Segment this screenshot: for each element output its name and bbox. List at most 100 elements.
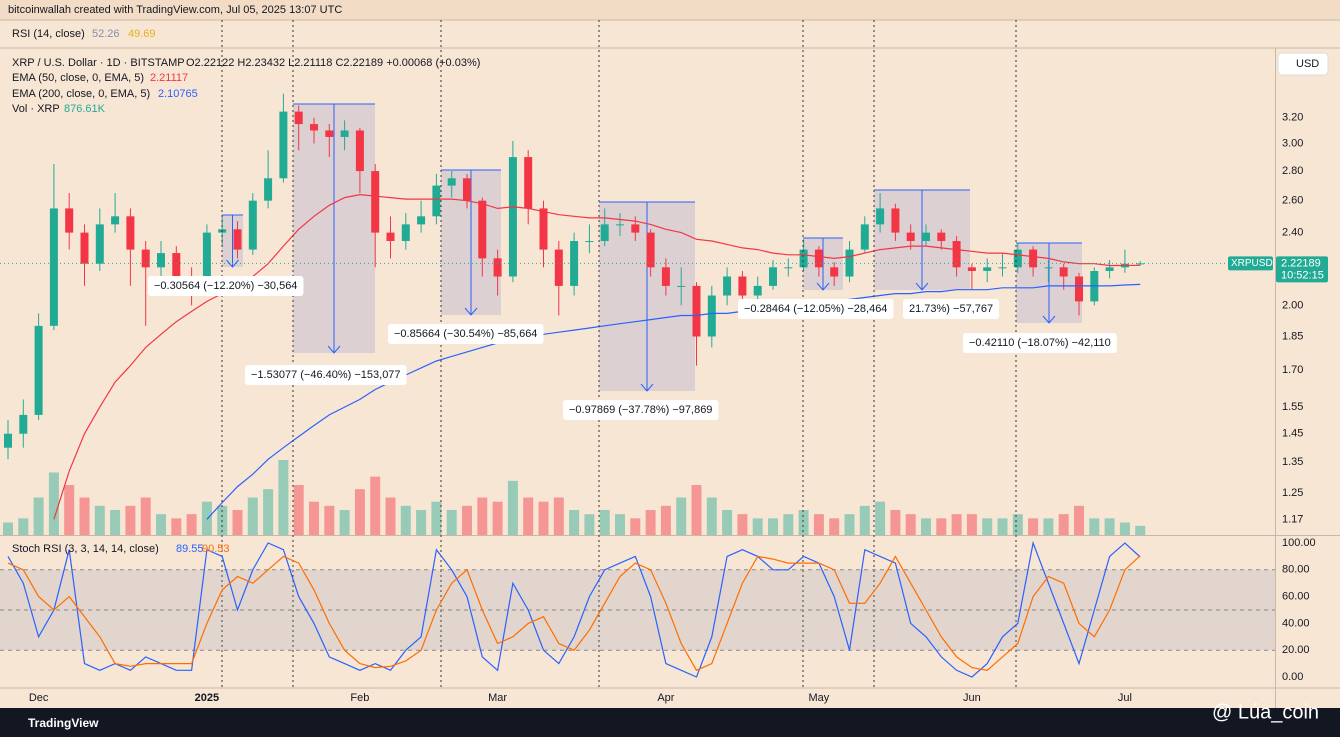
measure-label-bg (738, 299, 894, 319)
x-tick-label: Dec (29, 692, 49, 704)
y-tick-label: 2.00 (1282, 299, 1303, 311)
volume-bar (752, 518, 763, 535)
volume-bar (1089, 518, 1100, 535)
stoch-tick-label: 40.00 (1282, 617, 1310, 629)
volume-bar (706, 497, 717, 535)
stoch-line (7, 555, 1141, 672)
candle-body (279, 111, 288, 179)
candle-body (157, 253, 165, 268)
candle-body (248, 200, 257, 250)
volume-bar (615, 514, 625, 535)
candle-body (4, 433, 12, 448)
volume-bar (844, 514, 855, 535)
volume-bar (186, 514, 197, 535)
candle-body (738, 276, 747, 296)
candle-body (616, 224, 624, 226)
measure-label-bg (388, 324, 544, 344)
legend-ema50: EMA (50, close, 0, EMA, 5) (12, 72, 144, 84)
candle-body (692, 285, 701, 337)
rsi-value: 49.69 (128, 28, 156, 40)
rsi-label: RSI (14, close) (12, 28, 85, 40)
y-tick-label: 1.45 (1282, 428, 1303, 440)
candle-body (233, 229, 242, 250)
measure-arrowhead (226, 259, 239, 268)
x-tick-label: Jun (963, 692, 981, 704)
volume-bar (737, 514, 748, 535)
stoch-pane (0, 540, 1275, 678)
y-tick-label: 2.60 (1282, 195, 1303, 207)
volume-bar (921, 518, 931, 535)
volume-bar (905, 514, 916, 535)
credit: bitcoinwallah created with TradingView.c… (8, 4, 342, 16)
legend-volume-value: 876.61K (64, 103, 106, 115)
price-tag (1276, 256, 1328, 283)
layers: 1.171.251.351.451.551.701.852.002.202.40… (0, 20, 1328, 704)
x-tick-label: Jul (1118, 692, 1132, 704)
x-tick-label: May (809, 692, 830, 704)
measure-label: −0.28464 (−12.05%) −28,464 (744, 303, 887, 315)
volume-bar (982, 518, 993, 535)
volume-bar (431, 501, 442, 535)
volume-bar (3, 522, 13, 535)
volume-bar (278, 460, 289, 535)
x-tick-label: Feb (350, 692, 369, 704)
candle-body (401, 224, 410, 242)
candle-body (891, 208, 900, 233)
currency-button[interactable] (1277, 52, 1329, 76)
volume-bar (1028, 518, 1039, 535)
y-tick-label: 2.80 (1282, 165, 1303, 177)
candle-body (65, 208, 74, 233)
measure-arrowhead (464, 307, 478, 316)
stoch-title: Stoch RSI (3, 3, 14, 14, close) (12, 543, 159, 555)
header-bar (0, 0, 1340, 20)
volume-bar (966, 514, 977, 535)
volume-bar (553, 497, 564, 535)
volume-bar (1074, 505, 1084, 535)
legend-title: XRP / U.S. Dollar · 1D · BITSTAMP (12, 57, 185, 69)
candle-body (799, 249, 808, 268)
volume-bar (890, 510, 901, 535)
volume-bar (645, 510, 656, 535)
legend-ema200-value: 2.10765 (158, 88, 198, 100)
measure-label: −0.42110 (−18.07%) −42,110 (969, 337, 1111, 349)
stoch-k-value: 89.55 (176, 543, 204, 555)
x-tick-label: 2025 (195, 692, 219, 704)
volume-bar (569, 510, 580, 535)
legend-ema200: EMA (200, close, 0, EMA, 5) (12, 88, 150, 100)
candle-body (294, 111, 303, 125)
y-tick-label: 2.40 (1282, 227, 1303, 239)
candle-body (1013, 249, 1022, 268)
volume-bar (446, 510, 457, 535)
measure-arrowhead (640, 383, 654, 392)
volume-bar (1058, 514, 1069, 535)
candle-body (998, 267, 1007, 269)
candle-body (967, 267, 976, 271)
volume-bar (951, 514, 962, 535)
volume-bar (691, 485, 702, 535)
candle-body (585, 241, 594, 243)
candle-body (845, 249, 854, 277)
candle-body (95, 224, 104, 264)
candle-body (600, 224, 609, 242)
candle-body (371, 171, 380, 233)
candle-body (906, 232, 915, 242)
candle-body (814, 249, 823, 268)
volume-bar (997, 518, 1008, 535)
stoch-tick-label: 60.00 (1282, 590, 1310, 602)
candle-body (723, 276, 732, 296)
candle-body (126, 216, 135, 250)
volume-bar (1119, 522, 1130, 535)
volume-bar (110, 510, 121, 535)
brand: TradingView (28, 716, 99, 730)
candle-body (631, 224, 640, 233)
stoch-tick-label: 20.00 (1282, 644, 1310, 656)
volume-bar (64, 485, 75, 535)
candle-body (860, 224, 869, 250)
volume-bar (156, 514, 166, 535)
volume-bar (1135, 525, 1146, 535)
volume-bar (768, 518, 778, 535)
currency: USD (1296, 58, 1319, 70)
x-tick-label: Mar (488, 692, 507, 704)
volume-bar (232, 510, 243, 535)
